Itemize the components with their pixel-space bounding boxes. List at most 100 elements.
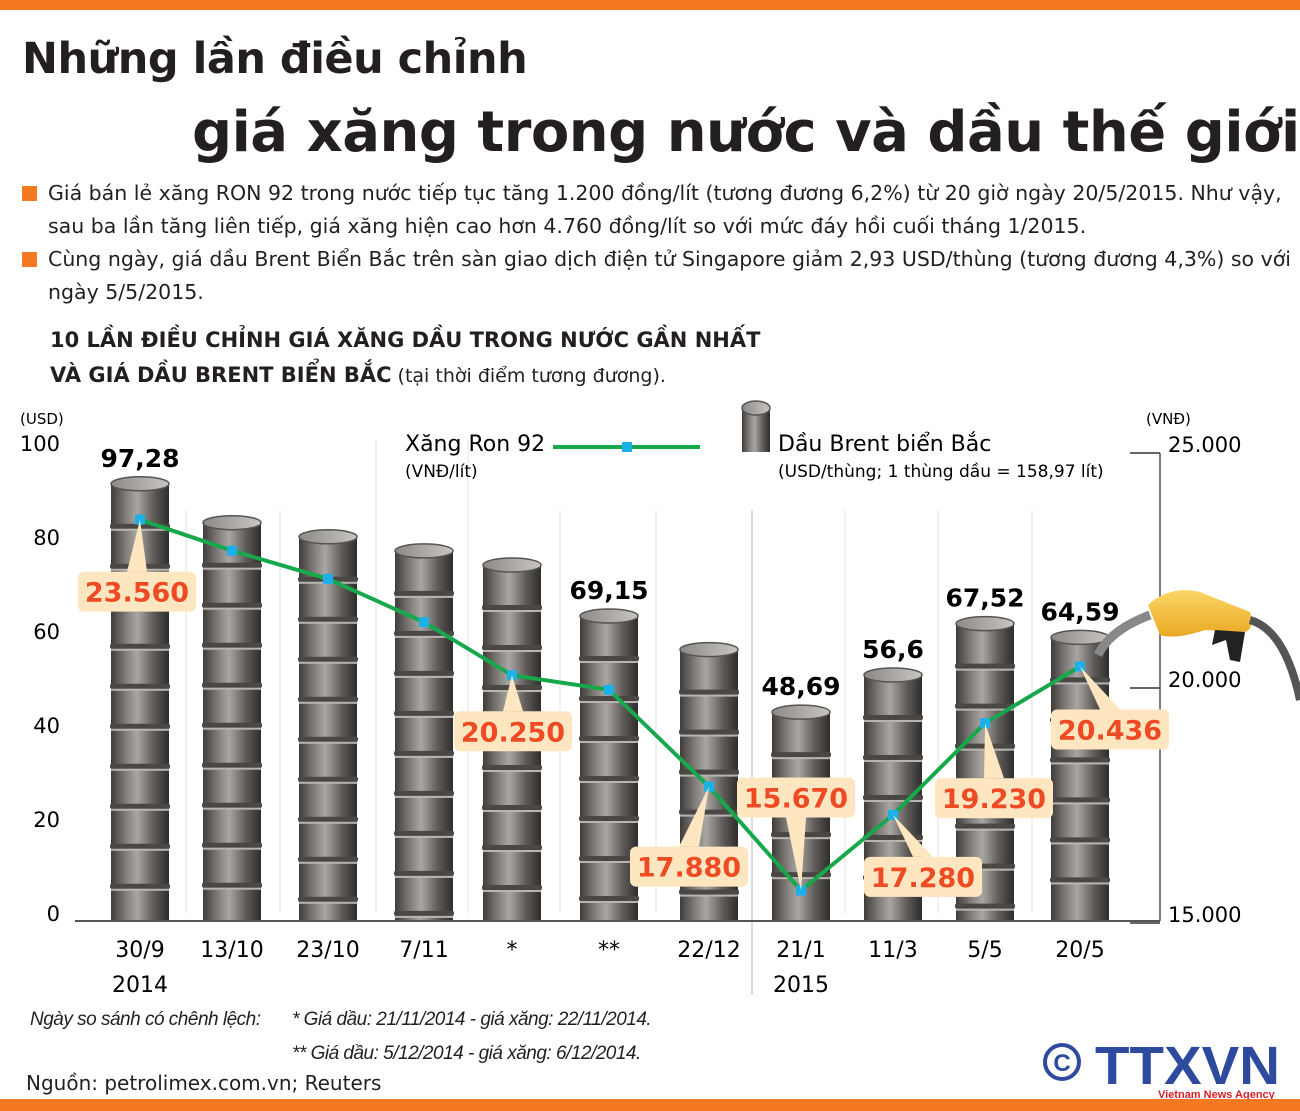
barrel-ring-highlight — [1051, 762, 1109, 765]
barrel-ring-highlight — [299, 701, 357, 704]
nozzle-handle — [1148, 590, 1252, 637]
barrel-ring-highlight — [680, 814, 738, 817]
barrel-ring — [298, 616, 358, 622]
barrel-ring-highlight — [203, 807, 261, 810]
barrel-ring-highlight — [1051, 802, 1109, 805]
barrel-ring — [202, 762, 262, 768]
barrel-ring-highlight — [395, 635, 453, 638]
barrel-lid — [863, 667, 923, 683]
x-tick-label: 30/9 — [115, 938, 164, 963]
bullet-square-icon — [22, 186, 37, 201]
left-tick-label: 0 — [47, 902, 60, 926]
barrel-ring-highlight — [111, 728, 169, 731]
barrel-ring — [298, 736, 358, 742]
barrel-ring — [1050, 757, 1110, 763]
barrel-ring — [679, 889, 739, 895]
bar-value-label: 48,69 — [761, 672, 840, 701]
note-lead: Ngày so sánh có chênh lệch: — [30, 1009, 261, 1030]
barrel-ring — [202, 562, 262, 568]
x-tick-label: 11/3 — [868, 938, 917, 963]
barrel-ring-highlight — [956, 828, 1014, 831]
barrel-ring — [394, 590, 454, 596]
callout-box — [935, 778, 1053, 819]
x-tick-label: 23/10 — [296, 938, 359, 963]
barrel-ring — [579, 735, 639, 741]
top-accent-bar — [0, 0, 1300, 10]
barrel-lid — [202, 514, 262, 531]
barrel-ring-highlight — [483, 610, 541, 612]
barrel-ring-highlight — [299, 901, 357, 904]
value-callout: 17.280 — [864, 814, 982, 897]
bullet-text: Cùng ngày, giá dầu Brent Biển Bắc trên s… — [48, 247, 1291, 304]
x-tick-label: 7/11 — [399, 938, 448, 963]
subtitle-note: (tại thời điểm tương đương). — [391, 365, 666, 387]
bullet-square-icon — [22, 252, 37, 267]
barrel-ring — [298, 816, 358, 822]
barrel-ring-highlight — [1051, 842, 1109, 845]
x-tick-label: 22/12 — [677, 938, 740, 963]
right-tick-label: 25.000 — [1168, 433, 1241, 457]
barrel-ring-highlight — [483, 890, 541, 892]
left-axis-unit: (USD) — [20, 410, 64, 428]
barrel-ring — [202, 842, 262, 848]
fuel-hose — [1248, 616, 1300, 701]
barrel-ring — [482, 605, 542, 610]
barrel-ring-highlight — [772, 757, 830, 760]
barrel-ring-highlight — [111, 888, 169, 891]
barrel-ring — [1050, 677, 1110, 683]
barrel-ring-highlight — [203, 567, 261, 570]
fuel-nozzle-icon — [1093, 590, 1300, 701]
note-2: ** Giá dầu: 5/12/2014 - giá xăng: 6/12/2… — [292, 1043, 641, 1064]
logo-graphic: C TTXVN Vietnam News Agency — [1043, 1040, 1280, 1100]
barrel-ring-highlight — [203, 687, 261, 690]
callout-pointer — [893, 814, 933, 857]
barrel-body — [1051, 637, 1109, 921]
barrel-ring-highlight — [111, 688, 169, 691]
value-callout: 17.880 — [630, 786, 748, 887]
bullet-text: Giá bán lẻ xăng RON 92 trong nước tiếp t… — [48, 181, 1282, 238]
svg-text:Vietnam News Agency: Vietnam News Agency — [1158, 1089, 1276, 1100]
barrel-ring-highlight — [483, 810, 541, 812]
x-tick-label: 13/10 — [200, 938, 263, 963]
callout-box — [737, 777, 855, 818]
right-axis-unit: (VNĐ) — [1146, 410, 1191, 428]
barrel-ring-highlight — [395, 755, 453, 758]
callout-value: 20.250 — [461, 717, 565, 748]
barrel-ring — [579, 895, 639, 901]
barrel-ring-highlight — [299, 661, 357, 664]
barrel-ring — [202, 602, 262, 608]
callout-pointer — [679, 786, 709, 847]
line-marker — [419, 617, 429, 628]
value-callout: 15.670 — [737, 777, 855, 891]
callout-value: 15.670 — [744, 784, 848, 815]
barrel-ring-highlight — [395, 795, 453, 798]
nozzle-spring — [1093, 610, 1152, 658]
callout-value: 20.436 — [1058, 716, 1162, 747]
subtitle-bold: VÀ GIÁ DẦU BRENT BIỂN BẮC — [50, 363, 392, 387]
barrel-lid — [1050, 629, 1110, 646]
barrel-bar — [394, 543, 454, 921]
left-tick-label: 80 — [33, 526, 60, 550]
barrel-ring-highlight — [483, 650, 541, 652]
barrel-ring — [1050, 877, 1110, 883]
legend-marker-swatch — [622, 442, 632, 452]
callout-box — [864, 856, 982, 897]
title-line-2: giá xăng trong nước và dầu thế giới — [192, 100, 1300, 165]
barrel-ring — [771, 752, 831, 758]
barrel-ring — [202, 642, 262, 648]
barrel-ring-highlight — [864, 839, 922, 842]
barrel-ring-highlight — [1051, 682, 1109, 685]
callout-pointer — [786, 817, 806, 891]
x-tick-label: 21/1 — [776, 938, 825, 963]
barrel-ring — [298, 696, 358, 702]
line-marker — [323, 573, 333, 584]
value-callout: 20.250 — [454, 675, 572, 752]
bullet-2: Cùng ngày, giá dầu Brent Biển Bắc trên s… — [22, 243, 1298, 309]
barrel-lid — [482, 557, 542, 573]
svg-text:TTXVN: TTXVN — [1095, 1040, 1280, 1096]
x-tick-label: * — [507, 938, 518, 963]
barrel-ring — [679, 729, 739, 735]
callout-box — [1051, 709, 1169, 750]
barrel-lid — [298, 529, 358, 545]
